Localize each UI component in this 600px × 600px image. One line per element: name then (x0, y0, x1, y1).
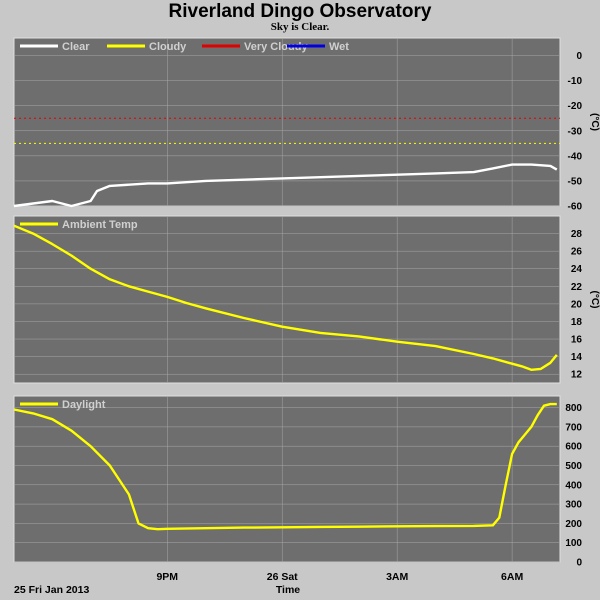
x-tick-label: 26 Sat (267, 571, 298, 583)
y-tick-label: 700 (565, 422, 582, 433)
y-tick-label: 24 (571, 264, 583, 275)
y-tick-label: 100 (565, 538, 582, 549)
y-tick-label: 22 (571, 282, 583, 293)
y-tick-label: 26 (571, 247, 583, 258)
y-tick-label: 300 (565, 500, 582, 511)
y-tick-label: 0 (576, 558, 582, 569)
x-tick-label: 6AM (501, 571, 523, 583)
legend-label: Cloudy (149, 41, 187, 53)
y-tick-label: 12 (571, 370, 583, 381)
y-tick-label: 20 (571, 299, 583, 310)
chart-subtitle: Sky is Clear. (270, 21, 330, 33)
panel-daylight (13, 395, 561, 563)
y-tick-label: 500 (565, 461, 582, 472)
series-line-daylight (13, 402, 557, 531)
y-tick-label: -30 (568, 126, 583, 137)
legend-label: Ambient Temp (62, 219, 138, 231)
y-tick-label: 0 (576, 51, 582, 62)
y-tick-label: -20 (568, 101, 583, 112)
x-tick-label: 9PM (156, 571, 178, 583)
y-tick-label: 800 (565, 403, 582, 414)
date-label: 25 Fri Jan 2013 (14, 584, 89, 596)
y-tick-label: 200 (565, 519, 582, 530)
y-tick-label: 14 (571, 352, 583, 363)
series-line-ambient-temp (13, 224, 558, 371)
y-tick-label: 16 (571, 335, 583, 346)
y-tick-label: 400 (565, 480, 582, 491)
y-tick-label: -50 (568, 176, 583, 187)
y-unit-label: (°C) (589, 113, 600, 131)
y-tick-label: -10 (568, 76, 583, 87)
legend-label: Very Cloudy (244, 41, 308, 53)
x-axis-title: Time (276, 584, 300, 596)
y-tick-label: 18 (571, 317, 583, 328)
legend-label: Daylight (62, 399, 106, 411)
x-tick-label: 3AM (386, 571, 408, 583)
y-tick-label: 600 (565, 442, 582, 453)
legend-label: Wet (329, 41, 349, 53)
panel-ambient (13, 215, 561, 384)
y-tick-label: -60 (568, 202, 583, 213)
legend-label: Clear (62, 41, 90, 53)
y-tick-label: 28 (571, 229, 583, 240)
series-line-clear (13, 163, 558, 208)
chart-title: Riverland Dingo Observatory (168, 1, 432, 22)
y-unit-label: (°C) (589, 291, 600, 309)
y-tick-label: -40 (568, 151, 583, 162)
